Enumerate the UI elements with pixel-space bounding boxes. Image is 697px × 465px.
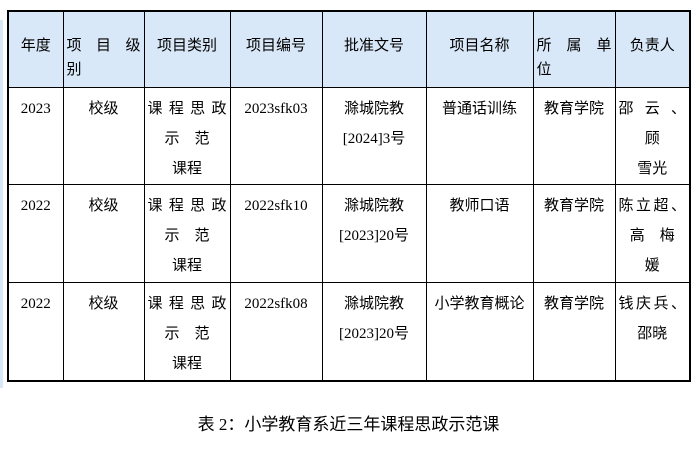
cell-project-name: 普通话训练 [425, 86, 534, 185]
cell-project-number: 2023sfk03 [229, 86, 323, 185]
category-line: 课程思政 [147, 295, 227, 312]
category-line: 示 范 [164, 325, 210, 342]
cell-project-category: 课程思政 示 范 课程 [143, 281, 231, 382]
cell-project-level: 校级 [62, 183, 145, 283]
person-line: 顾 [644, 130, 660, 147]
header-cell-project-level: 项目级 别 [62, 10, 145, 88]
cell-approval-number: 滁城院教 [2023]20号 [321, 281, 427, 382]
year-value: 2023 [20, 100, 51, 117]
cell-approval-number: 滁城院教 [2023]20号 [321, 183, 427, 283]
year-value: 2022 [20, 197, 51, 214]
cell-project-number: 2022sfk08 [229, 281, 323, 382]
cell-project-category: 课程思政 示 范 课程 [143, 183, 231, 283]
header-cell-project-number: 项目编号 [229, 10, 323, 88]
project-name-value: 小学教育概论 [434, 295, 525, 312]
project-number-value: 2022sfk10 [244, 197, 308, 214]
approval-line: 滁城院教 [343, 100, 404, 117]
cell-year: 2023 [7, 86, 64, 185]
person-line: 媛 [644, 257, 660, 274]
project-level-value: 校级 [88, 295, 119, 312]
table-caption: 表 2：小学教育系近三年课程思政示范课 [197, 415, 500, 434]
category-line: 课程思政 [147, 100, 227, 117]
person-line: 雪光 [637, 160, 668, 177]
person-line: 邵云、 [618, 100, 687, 117]
cell-project-level: 校级 [62, 86, 145, 185]
header-label-year: 年度 [20, 38, 51, 54]
cell-person-in-charge: 邵云、 顾 雪光 [614, 86, 691, 185]
project-name-value: 普通话训练 [441, 100, 517, 117]
left-edge-strip [0, 20, 3, 388]
affiliated-unit-value: 教育学院 [543, 197, 604, 214]
header-cell-project-category: 项目类别 [143, 10, 231, 88]
header-cell-year: 年度 [7, 10, 64, 88]
approval-line: [2023]20号 [339, 227, 409, 244]
cell-affiliated-unit: 教育学院 [532, 86, 616, 185]
approval-line: [2024]3号 [342, 130, 406, 147]
header-label-project-level-2: 别 [66, 62, 82, 78]
header-label-affiliated-unit: 所属单 [536, 38, 612, 54]
category-line: 示 范 [164, 130, 210, 147]
category-line: 示 范 [164, 227, 210, 244]
cell-year: 2022 [7, 183, 64, 283]
project-number-value: 2023sfk03 [244, 100, 308, 117]
category-line: 课程 [171, 257, 202, 274]
category-line: 课程思政 [147, 197, 227, 214]
header-cell-project-name: 项目名称 [425, 10, 534, 88]
cell-approval-number: 滁城院教 [2024]3号 [321, 86, 427, 185]
cell-project-name: 小学教育概论 [425, 281, 534, 382]
project-level-value: 校级 [88, 100, 119, 117]
person-line: 陈立超、 [618, 197, 687, 214]
project-number-value: 2022sfk08 [244, 295, 308, 312]
header-label-affiliated-unit-2: 位 [536, 62, 552, 78]
person-line: 钱庆兵、 [618, 295, 687, 312]
cell-project-number: 2022sfk10 [229, 183, 323, 283]
affiliated-unit-value: 教育学院 [543, 100, 604, 117]
table-header-row: 年度 项目级 别 项目类别 项目编号 批准文号 项目名称 所属单 位 [7, 10, 691, 88]
header-label-approval-number: 批准文号 [343, 38, 404, 54]
year-value: 2022 [20, 295, 51, 312]
affiliated-unit-value: 教育学院 [543, 295, 604, 312]
header-cell-approval-number: 批准文号 [321, 10, 427, 88]
category-line: 课程 [171, 355, 202, 372]
approval-line: 滁城院教 [343, 295, 404, 312]
person-line: 邵晓 [637, 325, 668, 342]
table-row: 2022 校级 课程思政 示 范 课程 2022sfk10 滁城院教 [2023… [7, 183, 691, 283]
cell-project-category: 课程思政 示 范 课程 [143, 86, 231, 185]
project-level-value: 校级 [88, 197, 119, 214]
cell-affiliated-unit: 教育学院 [532, 281, 616, 382]
header-label-project-level: 项目级 [66, 38, 141, 54]
cell-person-in-charge: 陈立超、 高 梅 媛 [614, 183, 691, 283]
header-cell-affiliated-unit: 所属单 位 [532, 10, 616, 88]
header-label-project-category: 项目类别 [156, 38, 217, 54]
cell-project-name: 教师口语 [425, 183, 534, 283]
approval-line: [2023]20号 [339, 325, 409, 342]
header-cell-person-in-charge: 负责人 [614, 10, 691, 88]
person-line: 高 梅 [629, 227, 675, 244]
category-line: 课程 [171, 160, 202, 177]
header-label-project-number: 项目编号 [245, 38, 306, 54]
header-label-person-in-charge: 负责人 [629, 38, 675, 54]
project-name-value: 教师口语 [449, 197, 510, 214]
table-row: 2023 校级 课程思政 示 范 课程 2023sfk03 滁城院教 [2024… [7, 86, 691, 185]
cell-project-level: 校级 [62, 281, 145, 382]
approval-line: 滁城院教 [343, 197, 404, 214]
cell-year: 2022 [7, 281, 64, 382]
course-table: 年度 项目级 别 项目类别 项目编号 批准文号 项目名称 所属单 位 [7, 10, 691, 382]
cell-affiliated-unit: 教育学院 [532, 183, 616, 283]
table-row: 2022 校级 课程思政 示 范 课程 2022sfk08 滁城院教 [2023… [7, 281, 691, 382]
header-label-project-name: 项目名称 [449, 38, 510, 54]
cell-person-in-charge: 钱庆兵、 邵晓 [614, 281, 691, 382]
